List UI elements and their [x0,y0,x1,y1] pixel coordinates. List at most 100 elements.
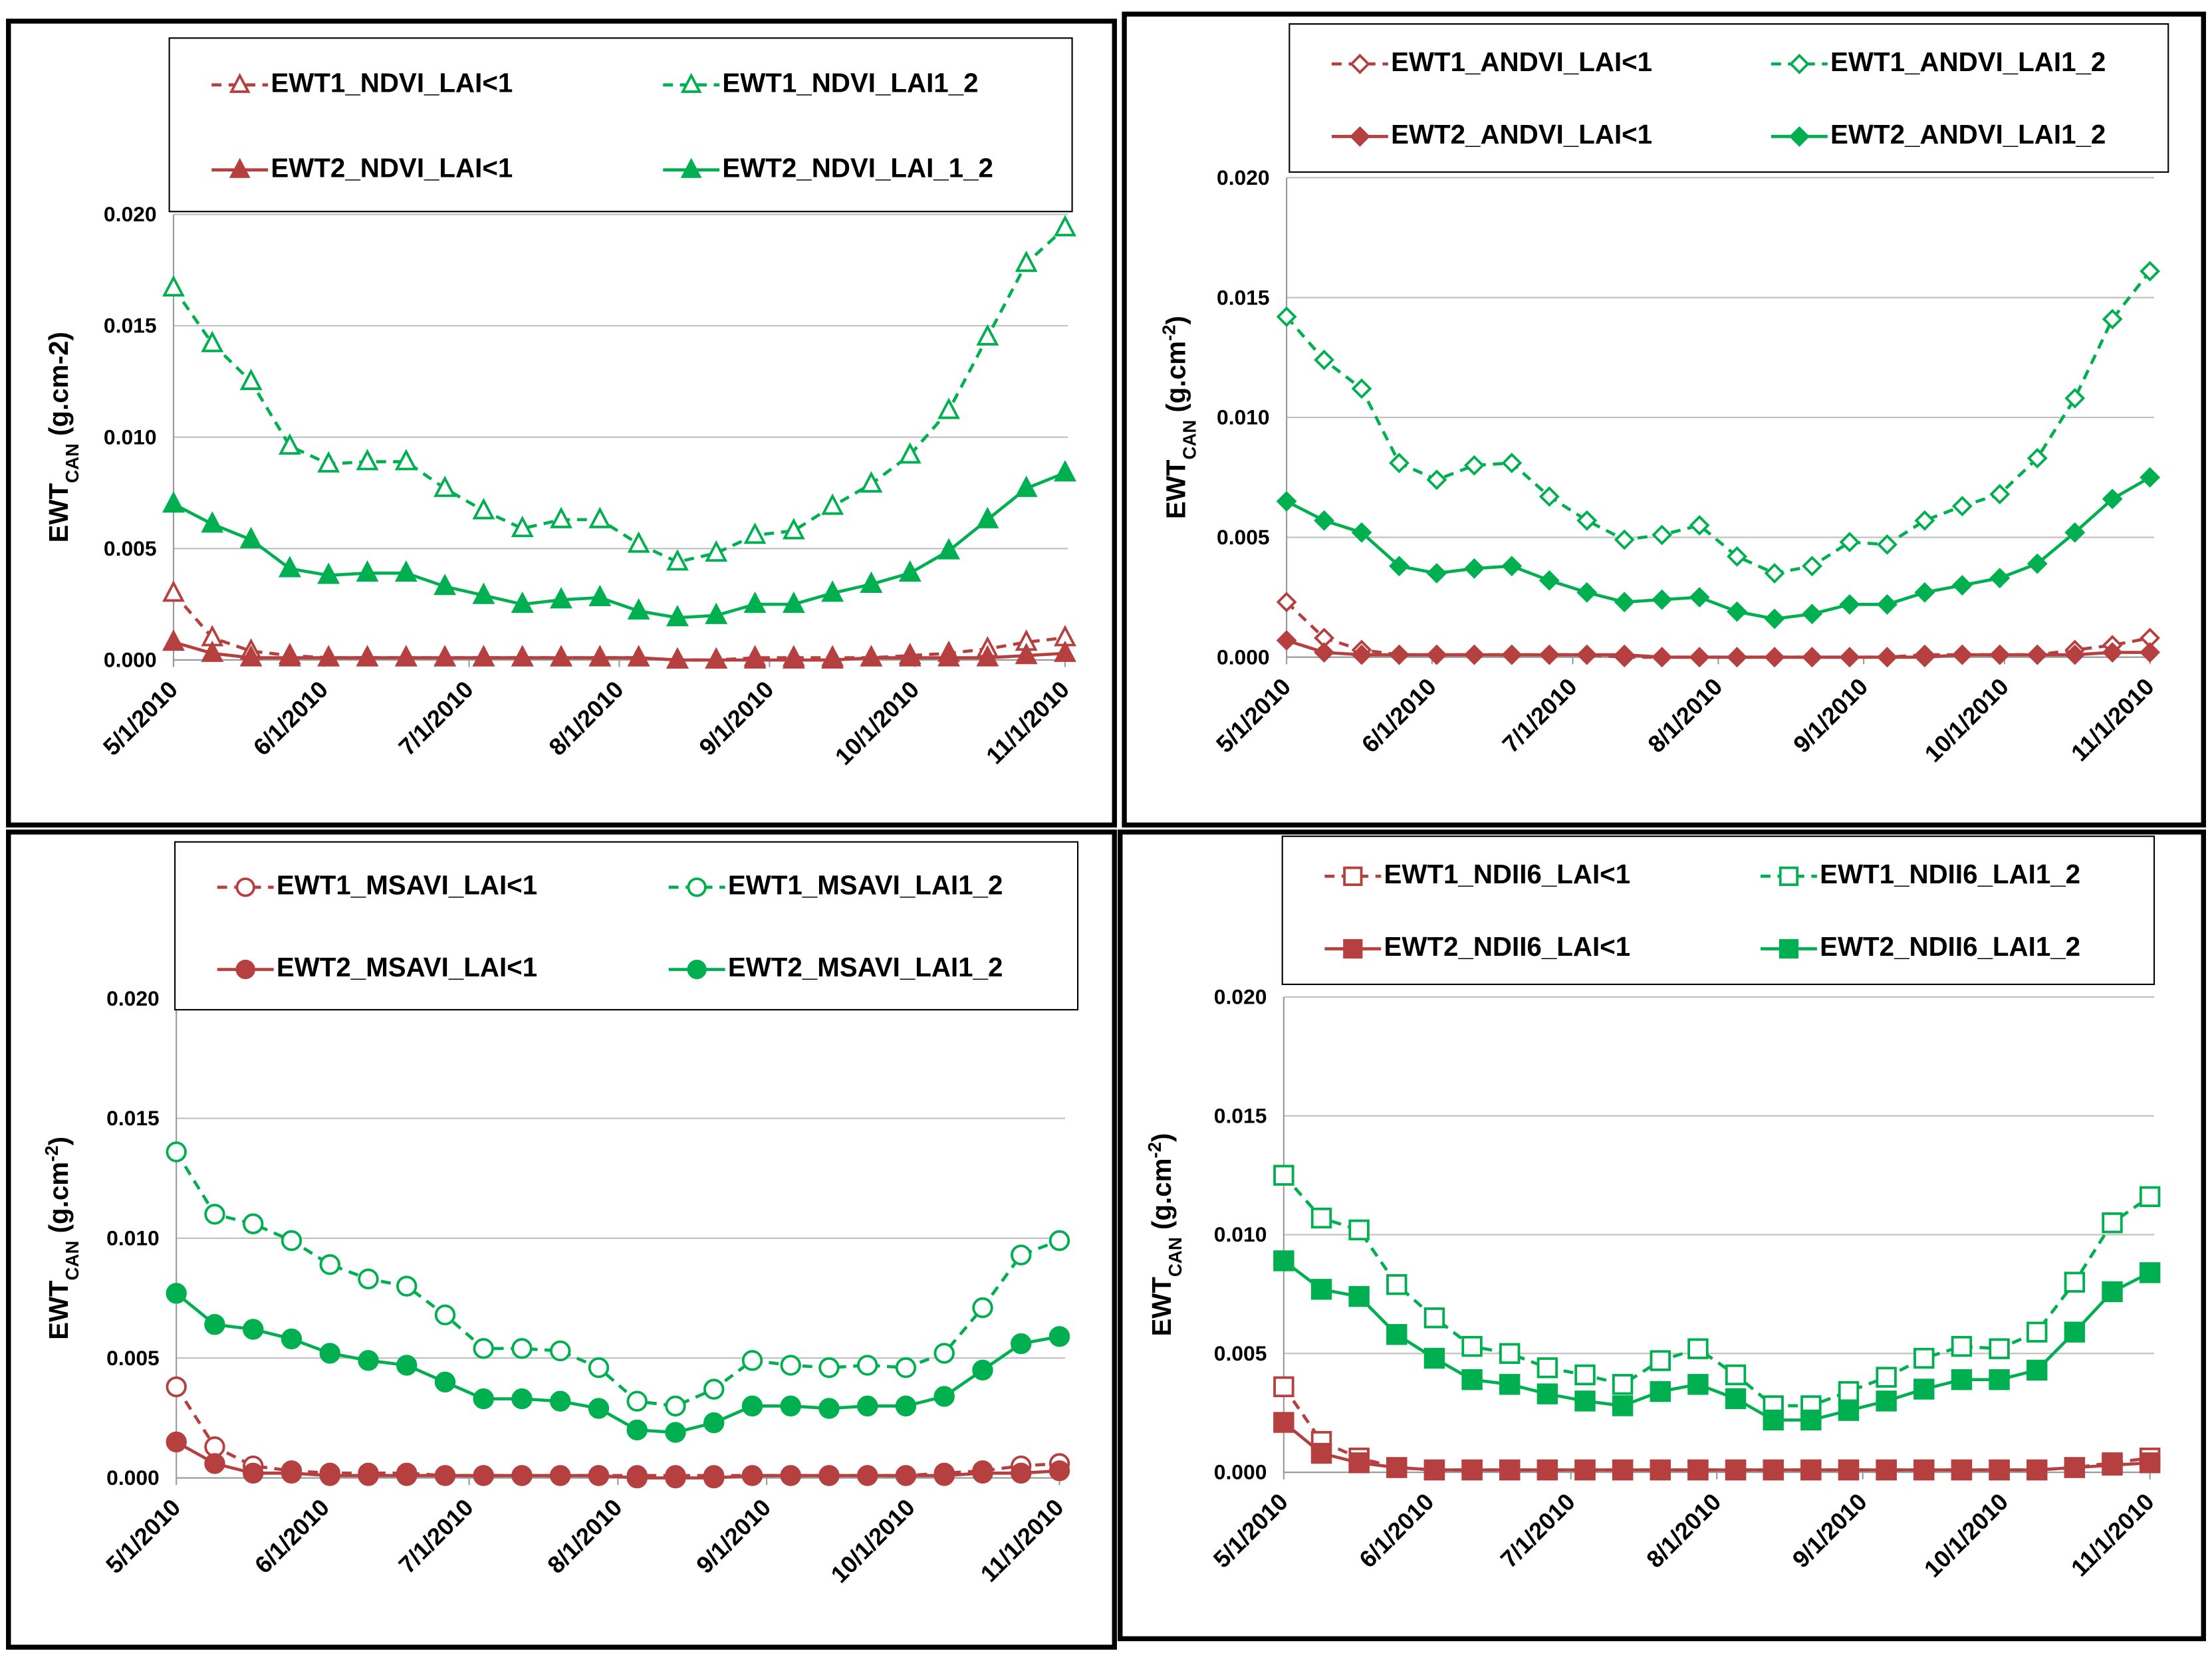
data-point [1310,1279,1332,1300]
data-point [860,571,883,593]
legend-marker [1349,53,1370,74]
data-point [1764,608,1785,629]
legend-marker [235,877,255,897]
x-tick-label: 7/1/2010 [1497,673,1582,758]
data-point [1273,1250,1294,1272]
data-point [1386,1457,1408,1478]
data-point [166,1283,187,1304]
data-point [1501,556,1523,577]
data-point [1689,514,1710,536]
data-point [2140,642,2161,663]
data-point [782,647,805,669]
data-point [1351,378,1372,399]
data-point [976,645,999,667]
data-point [1614,529,1635,550]
data-point [239,368,263,390]
y-tick-label: 0.005 [104,536,157,560]
series-line [1285,601,2151,659]
data-point [1614,644,1635,665]
data-point [1461,1369,1483,1390]
data-point [857,1355,878,1376]
y-tick-label: 0.015 [1214,1103,1267,1127]
x-tick-label: 7/1/2010 [393,675,478,760]
legend-label: EWT2_ANDVI_LAI<1 [1391,120,1652,150]
data-point [1536,1357,1558,1379]
series-line [172,471,1066,619]
data-point [2027,1359,2048,1381]
data-point [433,475,457,497]
data-point [1538,486,1560,507]
data-point [1763,1409,1784,1431]
data-point [1989,568,2011,589]
data-point [818,1398,840,1419]
data-point [976,506,999,528]
series-line [175,1292,1060,1434]
data-point [1348,1285,1370,1307]
data-point [741,1350,763,1371]
panel-border [1118,830,2206,1642]
y-tick-label: 0.015 [104,314,157,338]
data-point [782,591,805,613]
y-axis-label-part: (g.cm [44,1162,74,1241]
data-point [588,1357,610,1379]
data-point [1802,556,1822,577]
y-axis-label-part: ) [1161,316,1191,324]
data-point [511,645,534,667]
legend-box [168,37,1073,213]
y-tick-label: 0.010 [1214,1222,1267,1246]
x-tick-label: 10/1/2010 [1919,673,2014,767]
data-point [1989,1369,2010,1390]
data-point [1614,592,1635,613]
data-point [358,1465,379,1486]
data-point [1839,647,1860,668]
x-tick-label: 9/1/2010 [1788,673,1873,758]
data-point [1725,1364,1747,1386]
chart-panel: 0.000 0.005 0.010 0.015 0.020 5/1/2010 6/1/201… [6,19,1117,828]
data-point [821,493,844,515]
data-point [1727,601,1748,622]
data-point [1015,475,1038,497]
y-axis-label-part: -2 [1144,1142,1165,1159]
data-point [396,1275,418,1297]
data-point [665,1395,686,1417]
series-line [175,1151,1060,1408]
data-point [281,1328,303,1350]
data-point [703,1379,725,1400]
y-axis-label-part: CAN [1165,1237,1185,1277]
data-point [2140,261,2161,282]
legend-marker [229,72,251,93]
panel-border [6,19,1117,828]
data-point [1612,1395,1634,1416]
data-point [394,449,418,471]
data-point [356,645,379,667]
data-point [1764,647,1785,668]
y-tick-label: 0.020 [106,986,160,1010]
legend-marker [1779,866,1799,886]
data-point [1463,644,1485,665]
data-point [319,1343,340,1364]
data-point [434,1465,456,1486]
legend-label: EWT2_MSAVI_LAI<1 [277,952,537,982]
data-point [1276,630,1297,651]
data-point [162,629,185,651]
data-point [780,1355,801,1376]
data-point [1764,563,1785,584]
data-point [1273,1412,1294,1433]
data-point [1913,1347,1935,1369]
data-point [550,587,572,609]
data-point [1011,1462,1032,1484]
legend-label: EWT2_NDVI_LAI_1_2 [722,153,993,183]
chart-panel: 0.000 0.005 0.010 0.015 0.020 5/1/2010 6/1/201… [1118,830,2206,1642]
data-point [895,1395,917,1417]
data-point [1501,644,1523,665]
y-axis-label-part: -2 [41,1145,61,1162]
data-point [473,1465,494,1486]
data-point [511,591,534,613]
data-point [550,1390,571,1412]
data-point [550,506,572,528]
data-point [972,1297,993,1319]
data-point [281,1230,303,1252]
data-point [1273,1376,1294,1398]
data-point [2102,1212,2123,1234]
